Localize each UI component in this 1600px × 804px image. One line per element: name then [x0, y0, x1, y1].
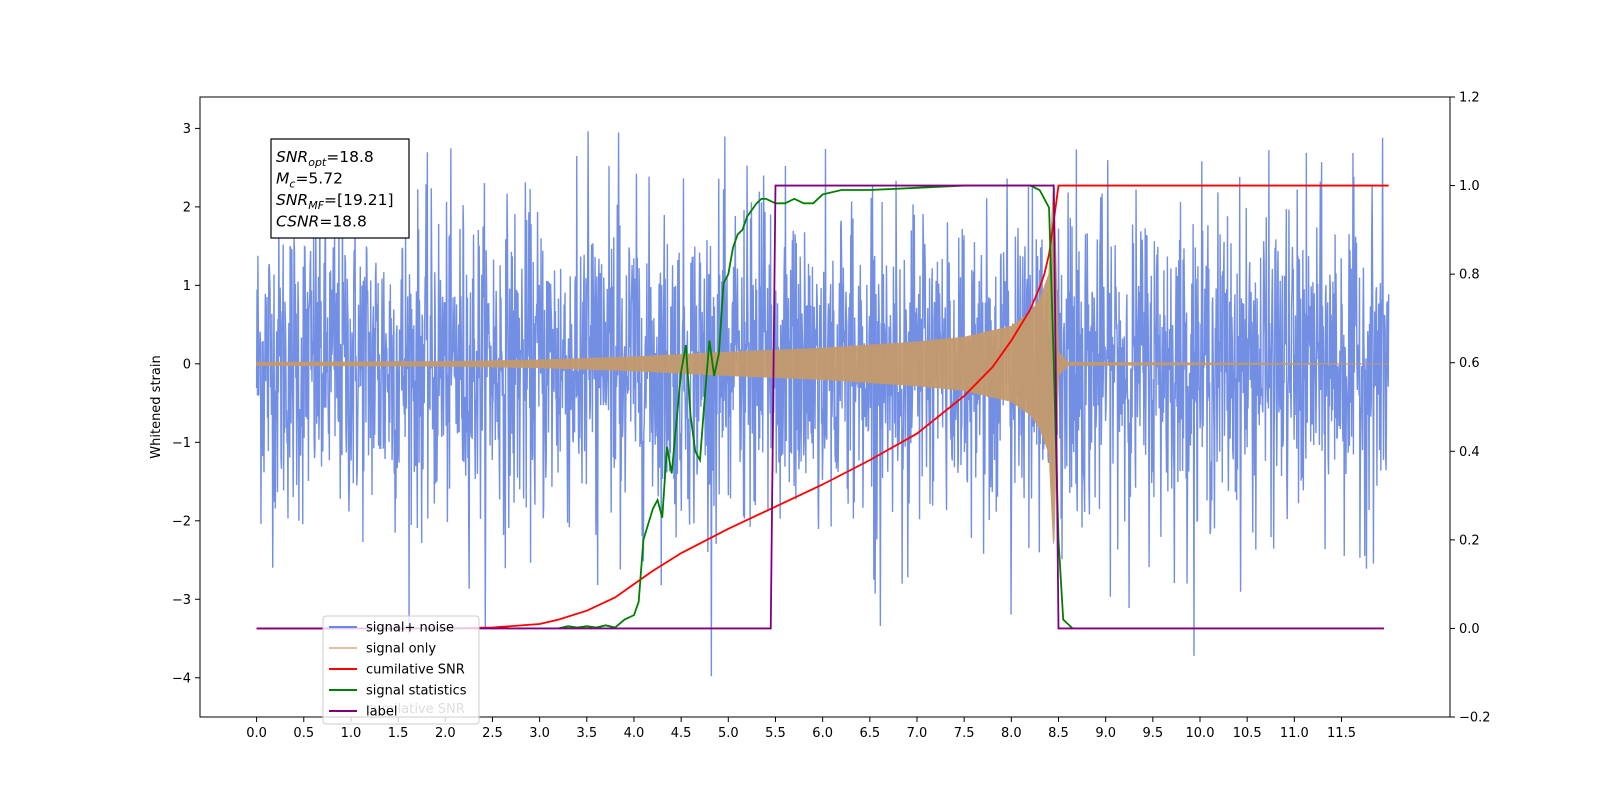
y2-tick-label: 0.8 [1459, 268, 1480, 283]
x-tick-label: 9.0 [1095, 726, 1116, 741]
x-tick-label: 4.0 [624, 726, 645, 741]
legend-label: signal statistics [366, 684, 467, 699]
series-signal-noise-line [255, 131, 1390, 677]
legend-label: cumilative SNR [366, 663, 465, 678]
x-tick-label: 6.0 [812, 726, 833, 741]
y-tick-label: 0 [183, 357, 191, 372]
x-tick-label: 3.5 [576, 726, 597, 741]
series-label-line [256, 184, 1384, 630]
x-tick-label: 1.0 [341, 726, 362, 741]
y-tick-label: 1 [183, 279, 191, 294]
legend-label: signal only [366, 642, 436, 657]
y-tick-label: −1 [172, 436, 191, 451]
x-tick-label: 0.0 [246, 726, 267, 741]
x-tick-label: 8.0 [1001, 726, 1022, 741]
info-box-line: Mc=5.72 [276, 170, 343, 191]
y2-tick-label: 0.2 [1459, 533, 1480, 548]
x-tick-label: 7.5 [954, 726, 975, 741]
x-tick-label: 4.5 [671, 726, 692, 741]
legend-label: label [366, 705, 397, 720]
x-tick-label: 5.0 [718, 726, 739, 741]
x-tick-label: 5.5 [765, 726, 786, 741]
legend: cumilative SNR signal+ noise signal only cu… [322, 615, 480, 725]
x-tick-label: 8.5 [1048, 726, 1069, 741]
y-tick-label: −2 [172, 514, 191, 529]
series-signal-only-envelope [256, 183, 1389, 544]
x-tick-label: 3.0 [529, 726, 550, 741]
y-tick-label: 2 [183, 200, 191, 215]
x-tick-label: 1.5 [388, 726, 409, 741]
x-tick-label: 7.0 [907, 726, 928, 741]
x-tick-label: 10.5 [1233, 726, 1262, 741]
y-tick-label: −4 [172, 671, 191, 686]
series-cumulative-snr-line [256, 184, 1389, 630]
info-box-line: SNRopt=18.8 [276, 148, 374, 169]
info-box-frame [270, 138, 410, 239]
legend-frame [322, 615, 480, 725]
y-tick-label: 3 [183, 122, 191, 137]
x-tick-label: 11.0 [1280, 726, 1309, 741]
legend-label: signal+ noise [366, 621, 454, 636]
y2-tick-label: 0.4 [1459, 445, 1480, 460]
y2-tick-label: 1.2 [1459, 91, 1480, 106]
x-tick-label: 10.0 [1186, 726, 1215, 741]
axes-group: 0.0 0.5 1.0 1.5 2.0 2.5 3.0 3.5 4.0 4.5 5.0 5.5 6.0 6… [172, 91, 1491, 742]
y-tick-label: −3 [172, 593, 191, 608]
y2-tick-label: −0.2 [1459, 711, 1491, 726]
plot-series-group [255, 131, 1390, 677]
y2-tick-label: 1.0 [1459, 179, 1480, 194]
legend-ghost-text: cumilative SNR [366, 702, 465, 717]
y-axis-label: Whitened strain [149, 355, 164, 458]
x-tick-label: 2.5 [482, 726, 503, 741]
info-box-line: CSNR=18.8 [276, 213, 367, 231]
y2-tick-label: 0.6 [1459, 356, 1480, 371]
info-box-line: SNRMF=[19.21] [276, 191, 394, 212]
x-tick-label: 6.5 [859, 726, 880, 741]
y2-tick-label: 0.0 [1459, 622, 1480, 637]
x-tick-label: 9.5 [1142, 726, 1163, 741]
x-tick-label: 2.0 [435, 726, 456, 741]
x-tick-label: 11.5 [1327, 726, 1356, 741]
plot-frame [199, 96, 1451, 718]
x-tick-label: 0.5 [293, 726, 314, 741]
